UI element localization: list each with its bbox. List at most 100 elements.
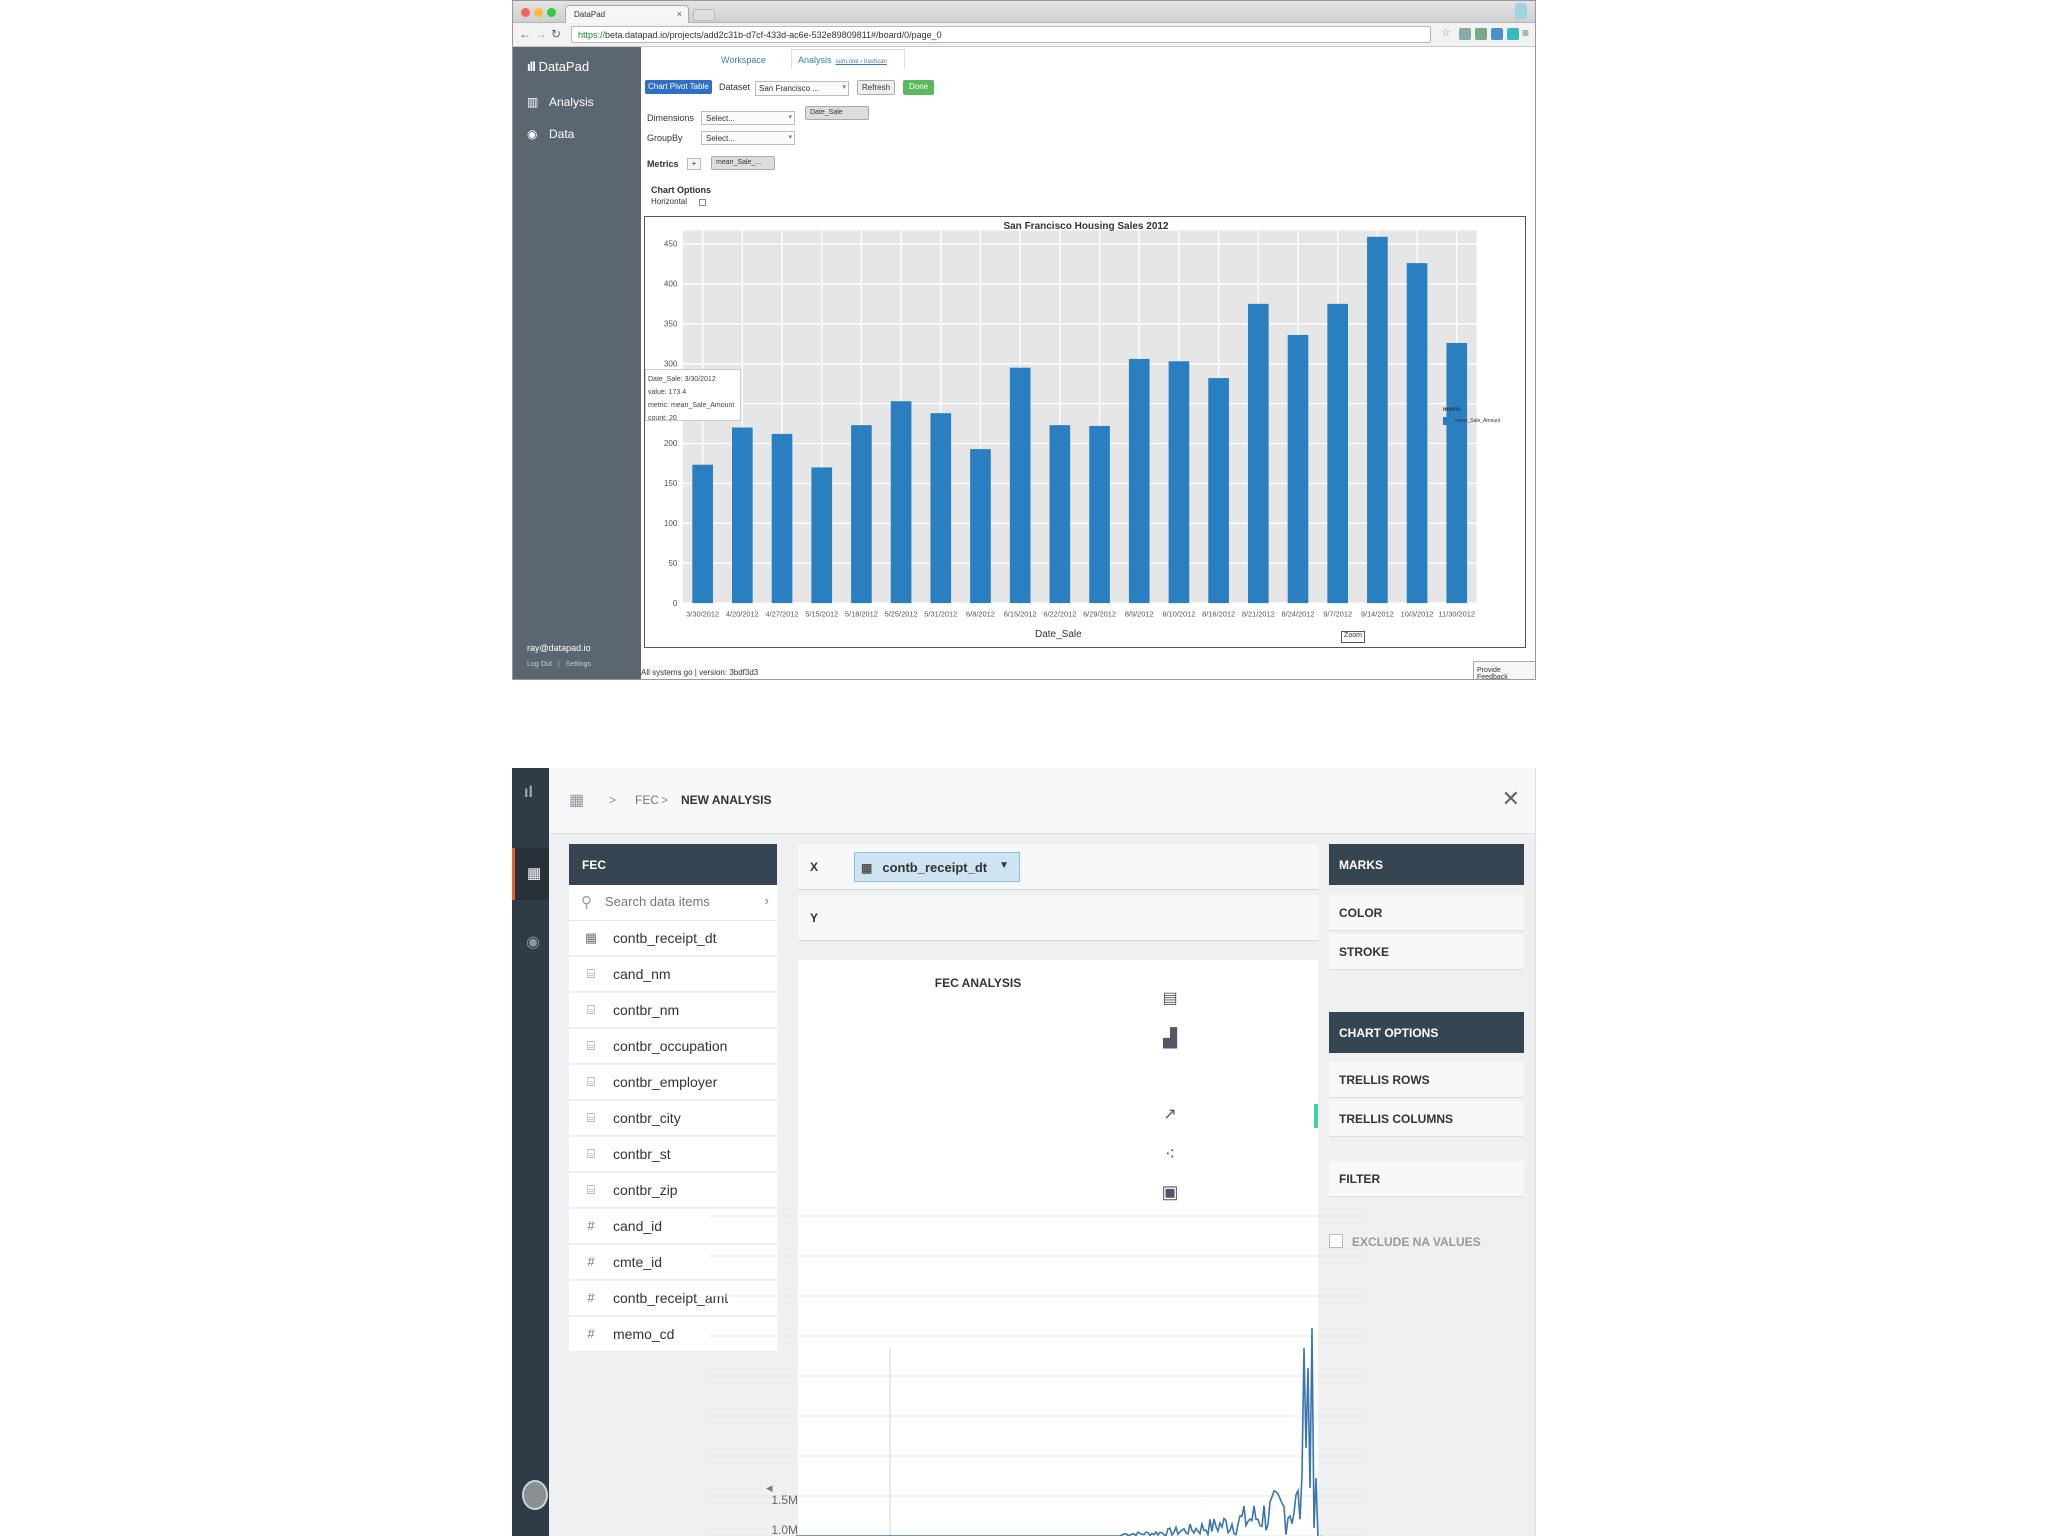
close-icon[interactable]: ✕	[1501, 786, 1520, 811]
sidebar-item-data[interactable]: ◉ Data	[527, 127, 574, 141]
database-icon[interactable]: ◉	[526, 934, 540, 951]
extension-icon[interactable]	[1459, 28, 1471, 40]
bar[interactable]	[890, 401, 912, 604]
settings-link[interactable]: Settings	[565, 661, 591, 668]
x-field-pill[interactable]: ▦ contb_receipt_dt ▼	[854, 852, 1020, 882]
bar[interactable]	[1089, 425, 1110, 604]
field-item[interactable]: # cand_id	[569, 1209, 777, 1244]
search-field[interactable]: ⚲ ›	[569, 885, 777, 921]
new-tab-button[interactable]	[693, 9, 715, 21]
extension-icon[interactable]	[1475, 28, 1487, 40]
bar[interactable]	[851, 425, 872, 604]
grid-menu-icon[interactable]: ▦	[569, 792, 585, 809]
field-item[interactable]: ⌸ contbr_st	[569, 1137, 777, 1172]
bookmark-star-icon[interactable]: ☆	[1441, 27, 1451, 39]
bar[interactable]	[970, 449, 991, 604]
minimize-window-icon[interactable]	[534, 8, 543, 17]
refresh-button[interactable]: Refresh	[857, 80, 896, 95]
horizontal-checkbox[interactable]	[699, 199, 706, 206]
close-window-icon[interactable]	[521, 8, 530, 17]
zoom-button[interactable]: Zoom	[1341, 631, 1365, 643]
groupby-select[interactable]: Select... ▾	[701, 131, 795, 145]
bar[interactable]	[1009, 367, 1031, 604]
field-item[interactable]: ⌸ contbr_zip	[569, 1173, 777, 1208]
trellis-columns-shelf[interactable]: TRELLIS COLUMNS	[1329, 1101, 1524, 1137]
sidebar-item-analysis[interactable]: ▥ Analysis	[527, 95, 594, 109]
tab-workspace[interactable]: Workspace	[721, 55, 766, 65]
bar[interactable]	[1327, 303, 1349, 604]
y-shelf[interactable]: Y	[798, 895, 1318, 941]
bar-chart-type-icon[interactable]: ▟	[1163, 1028, 1177, 1048]
bar[interactable]	[1446, 342, 1468, 604]
bar[interactable]	[811, 467, 833, 604]
bar[interactable]	[930, 413, 952, 604]
bar-chart-icon: ▥	[527, 95, 539, 109]
address-bar[interactable]: https://beta.datapad.io/projects/add2c31…	[571, 26, 1431, 43]
chart-pivot-toggle[interactable]: Chart Pivot Table	[645, 80, 712, 94]
reload-icon[interactable]: ↻	[551, 27, 562, 41]
collapse-panel-icon[interactable]: ◂	[766, 1480, 773, 1495]
filter-shelf[interactable]: FILTER	[1329, 1161, 1524, 1197]
bar[interactable]	[1049, 425, 1071, 604]
metric-pill[interactable]: mean_Sale_...	[711, 156, 775, 170]
tab-analysis-actions[interactable]: sum.one › trashcan	[835, 59, 887, 65]
zoom-window-icon[interactable]	[547, 8, 556, 17]
user-email: ray@datapad.io	[527, 643, 591, 653]
bar[interactable]	[1287, 334, 1309, 604]
done-button[interactable]: Done	[903, 80, 935, 95]
forward-icon[interactable]: →	[535, 27, 547, 41]
dimension-pill[interactable]: Date_Sale	[805, 106, 869, 120]
scatter-chart-type-icon[interactable]: ⁖	[1164, 1144, 1176, 1164]
x-tick-label: 9/14/2012	[1361, 610, 1394, 619]
profile-icon[interactable]	[1515, 3, 1527, 19]
field-item[interactable]: # cmte_id	[569, 1245, 777, 1280]
menu-icon[interactable]: ≡	[1522, 26, 1530, 40]
avatar[interactable]	[522, 1480, 548, 1510]
bar[interactable]	[771, 433, 793, 604]
exclude-na-checkbox[interactable]	[1329, 1234, 1343, 1248]
field-item[interactable]: ⌸ contbr_nm	[569, 993, 777, 1028]
bar[interactable]	[732, 427, 753, 604]
back-icon[interactable]: ←	[519, 27, 531, 41]
field-item[interactable]: ⌸ contbr_city	[569, 1101, 777, 1136]
heatmap-chart-type-icon[interactable]: ▣	[1161, 1182, 1179, 1202]
bar[interactable]	[1208, 378, 1229, 604]
logout-link[interactable]: Log Out	[527, 661, 552, 668]
extension-icon[interactable]	[1491, 28, 1503, 40]
dimensions-select[interactable]: Select... ▾	[701, 111, 795, 125]
table-chart-icon[interactable]: ▤	[1162, 990, 1178, 1007]
line-chart-type-icon[interactable]: ↗	[1163, 1106, 1177, 1123]
chevron-down-icon[interactable]: ▼	[999, 860, 1009, 871]
datapad-logo[interactable]: ıll DataPad	[527, 59, 589, 74]
field-item[interactable]: ⌸ cand_nm	[569, 957, 777, 992]
bar[interactable]	[1367, 236, 1388, 604]
dataset-select[interactable]: San Francisco ... ▾	[755, 81, 849, 96]
search-input[interactable]	[605, 894, 745, 909]
bar[interactable]	[1168, 361, 1190, 604]
field-item[interactable]: ⌸ contbr_employer	[569, 1065, 777, 1100]
sidebar-item-analysis[interactable]: ▦	[512, 848, 549, 900]
breadcrumb-fec[interactable]: FEC	[635, 793, 659, 807]
stroke-shelf[interactable]: STROKE	[1329, 934, 1524, 970]
field-item[interactable]: # contb_receipt_amt	[569, 1281, 777, 1316]
bar[interactable]	[1406, 263, 1428, 604]
add-metric-button[interactable]: +	[687, 158, 701, 170]
text-field-icon: ⌸	[587, 1146, 595, 1161]
tab-analysis[interactable]: Analysis sum.one › trashcan	[791, 49, 905, 69]
extension-icon[interactable]	[1507, 28, 1519, 40]
color-shelf[interactable]: COLOR	[1329, 895, 1524, 931]
field-item[interactable]: # memo_cd	[569, 1317, 777, 1352]
bar[interactable]	[1247, 303, 1269, 604]
field-item[interactable]: ⌸ contbr_occupation	[569, 1029, 777, 1064]
trellis-rows-shelf[interactable]: TRELLIS ROWS	[1329, 1062, 1524, 1098]
bar[interactable]	[1128, 358, 1150, 604]
x-shelf[interactable]: X ▦ contb_receipt_dt ▼	[798, 844, 1318, 890]
provide-feedback-button[interactable]: Provide Feedback	[1473, 661, 1535, 679]
field-item[interactable]: ▦ contb_receipt_dt	[569, 921, 777, 956]
app-sidebar: ıl ▦ ◉	[512, 768, 549, 1536]
browser-tab[interactable]: DataPad ×	[565, 5, 689, 23]
chevron-right-icon[interactable]: ›	[764, 893, 769, 908]
close-tab-icon[interactable]: ×	[676, 9, 682, 19]
bar[interactable]	[692, 464, 713, 604]
logo-bars-icon[interactable]: ıl	[524, 784, 533, 801]
